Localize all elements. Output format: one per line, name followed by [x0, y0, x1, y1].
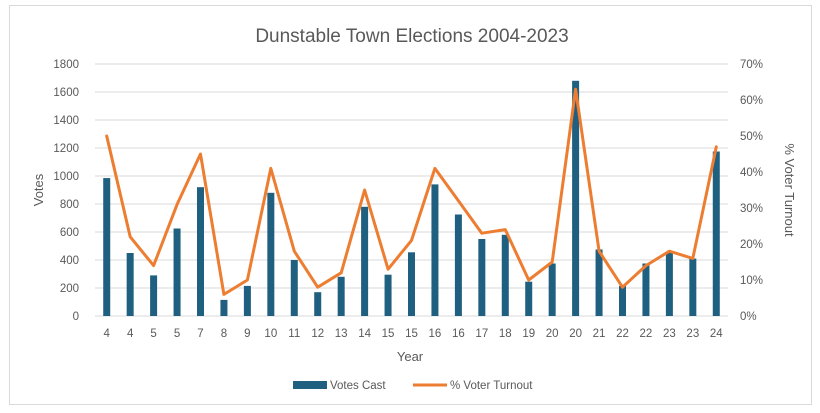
x-tick-label: 12 [311, 328, 324, 340]
y2-tick-label: 40% [740, 167, 763, 179]
bar-votes-cast [314, 292, 322, 316]
bar-votes-cast [619, 285, 626, 316]
bar-votes-cast [267, 192, 275, 316]
bar-votes-cast [642, 263, 650, 316]
x-tick-label: 15 [405, 328, 418, 340]
y2-tick-label: 20% [740, 239, 763, 251]
bar-votes-cast [220, 299, 228, 316]
bar-votes-cast [501, 234, 509, 316]
x-tick-label: 7 [197, 328, 203, 340]
x-tick-label: 18 [499, 328, 512, 340]
bar-votes-cast [595, 249, 603, 316]
x-tick-label: 16 [452, 328, 465, 340]
bar-votes-cast [689, 258, 697, 316]
x-tick-label: 15 [382, 328, 395, 340]
bar-series [103, 80, 720, 316]
y-tick-label: 800 [60, 199, 79, 211]
x-tick-label: 11 [288, 328, 300, 340]
y2-tick-label: 50% [740, 131, 763, 143]
line-voter-turnout [105, 87, 718, 296]
bar-votes-cast [173, 228, 181, 316]
x-tick-label: 9 [244, 328, 250, 340]
y-axis-ticks: 0 200 400 600 800 1000 1200 1400 1600 1800 [53, 59, 79, 323]
y2-tick-label: 10% [740, 275, 763, 287]
bar-votes-cast [478, 239, 486, 316]
y2-axis-title: % Voter Turnout [782, 143, 797, 237]
chart: Dunstable Town Elections 2004-2023 0 200 4… [31, 26, 797, 392]
bar-votes-cast [408, 252, 415, 316]
bar-votes-cast [126, 253, 134, 316]
x-tick-label: 10 [264, 328, 277, 340]
x-tick-label: 22 [640, 328, 653, 340]
x-tick-label: 4 [127, 328, 134, 340]
x-tick-label: 22 [616, 328, 629, 340]
chart-frame: Dunstable Town Elections 2004-2023 0 200 4… [9, 5, 812, 405]
bar-votes-cast [525, 281, 533, 316]
y-tick-label: 400 [60, 255, 79, 267]
y2-axis-ticks: 0% 10% 20% 30% 40% 50% 60% 70% [740, 59, 763, 323]
y-tick-label: 1800 [53, 59, 79, 71]
y2-tick-label: 0% [740, 311, 757, 323]
bar-votes-cast [384, 274, 392, 316]
x-tick-label: 5 [150, 328, 156, 340]
x-tick-label: 24 [710, 328, 723, 340]
bar-votes-cast [103, 178, 111, 316]
y-tick-label: 1000 [53, 171, 79, 183]
line-series [105, 87, 718, 296]
y-tick-label: 1400 [53, 115, 79, 127]
x-axis-ticks: 4 4 5 5 7 8 9 10 11 12 13 14 15 15 16 16 17 18 19 20 20 21 22 2… [104, 328, 724, 340]
y2-tick-label: 30% [740, 203, 763, 215]
bar-votes-cast [712, 151, 720, 316]
bar-votes-cast [337, 276, 345, 316]
chart-title: Dunstable Town Elections 2004-2023 [255, 26, 568, 47]
bar-votes-cast [431, 184, 439, 316]
bar-votes-cast [243, 285, 251, 316]
bar-votes-cast [197, 187, 204, 316]
x-tick-label: 20 [569, 328, 582, 340]
legend-label-votes-cast: Votes Cast [330, 380, 386, 392]
y-tick-label: 600 [60, 227, 79, 239]
y-tick-label: 1600 [53, 87, 79, 99]
x-tick-label: 19 [522, 328, 535, 340]
legend-label-voter-turnout: % Voter Turnout [450, 380, 533, 392]
bar-votes-cast [548, 263, 556, 316]
bar-votes-cast [572, 80, 580, 316]
y2-tick-label: 60% [740, 95, 763, 107]
y-tick-label: 200 [60, 283, 79, 295]
y-tick-label: 1200 [53, 143, 79, 155]
y-axis-title: Votes [31, 173, 46, 206]
x-tick-label: 13 [335, 328, 348, 340]
legend: Votes Cast % Voter Turnout [293, 380, 533, 392]
bar-votes-cast [665, 252, 673, 316]
x-tick-label: 5 [174, 328, 180, 340]
x-axis-title: Year [397, 349, 424, 364]
x-tick-label: 16 [429, 328, 442, 340]
bar-votes-cast [361, 206, 369, 316]
x-tick-label: 8 [221, 328, 227, 340]
bar-votes-cast [454, 214, 462, 316]
x-tick-label: 21 [593, 328, 606, 340]
x-tick-label: 20 [546, 328, 559, 340]
bar-votes-cast [290, 260, 298, 316]
x-tick-label: 17 [475, 328, 488, 340]
legend-swatch-votes-cast [293, 381, 327, 389]
bar-votes-cast [150, 275, 158, 316]
x-tick-label: 14 [358, 328, 371, 340]
x-tick-label: 23 [686, 328, 699, 340]
x-tick-label: 4 [104, 328, 111, 340]
y-tick-label: 0 [73, 311, 79, 323]
x-tick-label: 23 [663, 328, 676, 340]
y2-tick-label: 70% [740, 59, 763, 71]
